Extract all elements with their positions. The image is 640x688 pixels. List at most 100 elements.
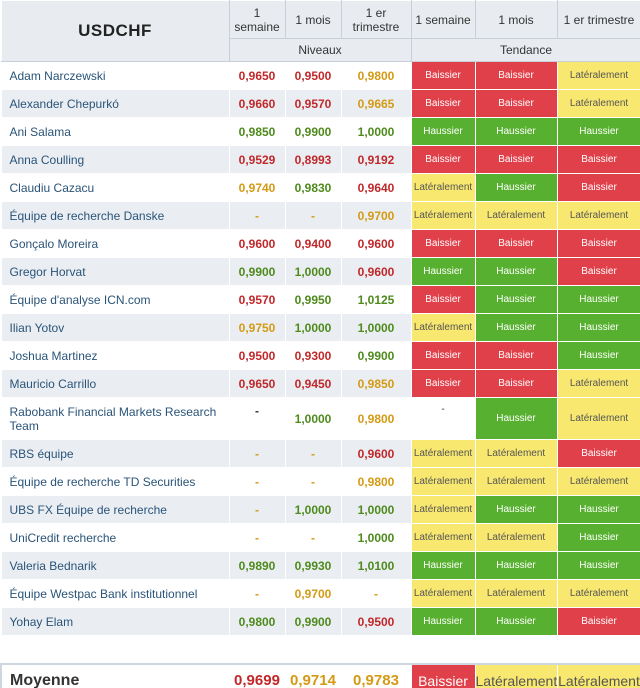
- trend-week: Latéralement: [410, 173, 476, 202]
- level-week: -: [228, 467, 286, 496]
- level-week: 0,9850: [228, 117, 286, 146]
- trend-quarter: Haussier: [556, 523, 640, 552]
- trend-quarter: Baissier: [556, 607, 640, 636]
- trend-week: Latéralement: [410, 313, 476, 342]
- trend-week: Haussier: [410, 607, 476, 636]
- trend-quarter: Haussier: [556, 495, 640, 524]
- level-quarter: 0,9600: [340, 257, 412, 286]
- trend-month: Haussier: [474, 495, 558, 524]
- trend-quarter: Latéralement: [556, 89, 640, 118]
- trend-quarter: Baissier: [556, 257, 640, 286]
- analyst-name[interactable]: Adam Narczewski: [0, 61, 230, 90]
- average-level-week: 0,9699: [228, 662, 286, 688]
- analyst-name[interactable]: Gregor Horvat: [0, 257, 230, 286]
- trend-month: Latéralement: [474, 439, 558, 468]
- level-quarter: 0,9900: [340, 341, 412, 370]
- level-quarter: 0,9700: [340, 201, 412, 230]
- analyst-name[interactable]: Équipe d'analyse ICN.com: [0, 285, 230, 314]
- trend-week: Haussier: [410, 551, 476, 580]
- level-month: -: [284, 201, 342, 230]
- analyst-name[interactable]: Équipe Westpac Bank institutionnel: [0, 579, 230, 608]
- level-week: 0,9570: [228, 285, 286, 314]
- analyst-name[interactable]: Ani Salama: [0, 117, 230, 146]
- trend-quarter: Latéralement: [556, 61, 640, 90]
- average-trend-quarter: Latéralement: [556, 662, 640, 688]
- analyst-name[interactable]: Ilian Yotov: [0, 313, 230, 342]
- level-quarter: 0,9800: [340, 397, 412, 440]
- level-quarter: 1,0125: [340, 285, 412, 314]
- analyst-name[interactable]: Yohay Elam: [0, 607, 230, 636]
- trend-month: Baissier: [474, 61, 558, 90]
- analyst-name[interactable]: Joshua Martinez: [0, 341, 230, 370]
- trend-month: Haussier: [474, 173, 558, 202]
- analyst-name[interactable]: Gonçalo Moreira: [0, 229, 230, 258]
- trend-month: Baissier: [474, 341, 558, 370]
- trend-period-week: 1 semaine: [410, 0, 476, 39]
- level-month: 1,0000: [284, 257, 342, 286]
- level-week: 0,9660: [228, 89, 286, 118]
- trend-month: Latéralement: [474, 201, 558, 230]
- level-week: 0,9650: [228, 369, 286, 398]
- table-row: Gonçalo Moreira 0,9600 0,9400 0,9600 Baissie…: [0, 229, 640, 258]
- analyst-name[interactable]: Rabobank Financial Markets Research Team: [0, 397, 230, 440]
- analyst-name[interactable]: Équipe de recherche TD Securities: [0, 467, 230, 496]
- analyst-name[interactable]: UniCredit recherche: [0, 523, 230, 552]
- table-row: RBS équipe - -0,9600 Latéralement Latéraleme…: [0, 439, 640, 468]
- table-row: Ilian Yotov 0,9750 1,0000 1,0000 Latéralemen…: [0, 313, 640, 342]
- trend-month: Latéralement: [474, 467, 558, 496]
- analyst-name[interactable]: Claudiu Cazacu: [0, 173, 230, 202]
- table-row: Équipe de recherche TD Securities - -0,980…: [0, 467, 640, 496]
- analyst-name[interactable]: Mauricio Carrillo: [0, 369, 230, 398]
- level-week: 0,9600: [228, 229, 286, 258]
- level-week: 0,9650: [228, 61, 286, 90]
- trend-week: Latéralement: [410, 495, 476, 524]
- table-row: UniCredit recherche - -1,0000 Latéralement L…: [0, 523, 640, 552]
- level-month: 0,8993: [284, 145, 342, 174]
- trend-week: Baissier: [410, 229, 476, 258]
- level-month: 0,9400: [284, 229, 342, 258]
- level-week: -: [228, 201, 286, 230]
- level-quarter: 1,0000: [340, 495, 412, 524]
- analyst-name[interactable]: UBS FX Équipe de recherche: [0, 495, 230, 524]
- trend-period-quarter: 1 er trimestre: [556, 0, 640, 39]
- trend-month: Haussier: [474, 257, 558, 286]
- level-week: -: [228, 439, 286, 468]
- table-row: Équipe Westpac Bank institutionnel -0,970…: [0, 579, 640, 608]
- trend-quarter: Haussier: [556, 551, 640, 580]
- trend-week: Latéralement: [410, 201, 476, 230]
- table-row: Équipe de recherche Danske - -0,9700 Latéra…: [0, 201, 640, 230]
- levels-period-week: 1 semaine: [228, 0, 286, 39]
- level-month: 0,9450: [284, 369, 342, 398]
- table-row: Valeria Bednarik 0,9890 0,9930 1,0100 Haussi…: [0, 551, 640, 580]
- level-month: 0,9900: [284, 117, 342, 146]
- average-level-month: 0,9714: [284, 662, 342, 688]
- trend-quarter: Latéralement: [556, 579, 640, 608]
- trend-month: Baissier: [474, 145, 558, 174]
- analyst-name[interactable]: Équipe de recherche Danske: [0, 201, 230, 230]
- trend-group-label: Tendance: [410, 38, 640, 62]
- average-label: Moyenne: [0, 662, 230, 688]
- analyst-name[interactable]: RBS équipe: [0, 439, 230, 468]
- analyst-name[interactable]: Alexander Chepurkó: [0, 89, 230, 118]
- levels-group-label: Niveaux: [228, 38, 412, 62]
- analyst-name[interactable]: Anna Coulling: [0, 145, 230, 174]
- table-body: Adam Narczewski 0,9650 0,9500 0,9800 Baissie…: [0, 61, 640, 688]
- trend-month: Latéralement: [474, 579, 558, 608]
- trend-quarter: Latéralement: [556, 201, 640, 230]
- level-week: 0,9890: [228, 551, 286, 580]
- level-month: -: [284, 523, 342, 552]
- trend-quarter: Haussier: [556, 117, 640, 146]
- level-month: -: [284, 467, 342, 496]
- trend-quarter: Haussier: [556, 313, 640, 342]
- table-row: Yohay Elam 0,9800 0,9900 0,9500 Haussier Haus…: [0, 607, 640, 636]
- level-week: 0,9900: [228, 257, 286, 286]
- trend-month: Baissier: [474, 369, 558, 398]
- analyst-name[interactable]: Valeria Bednarik: [0, 551, 230, 580]
- trend-month: Haussier: [474, 607, 558, 636]
- average-level-quarter: 0,9783: [340, 662, 412, 688]
- level-quarter: 1,0100: [340, 551, 412, 580]
- level-quarter: 0,9665: [340, 89, 412, 118]
- table-row: Gregor Horvat 0,9900 1,0000 0,9600 Haussier H…: [0, 257, 640, 286]
- level-week: -: [228, 523, 286, 552]
